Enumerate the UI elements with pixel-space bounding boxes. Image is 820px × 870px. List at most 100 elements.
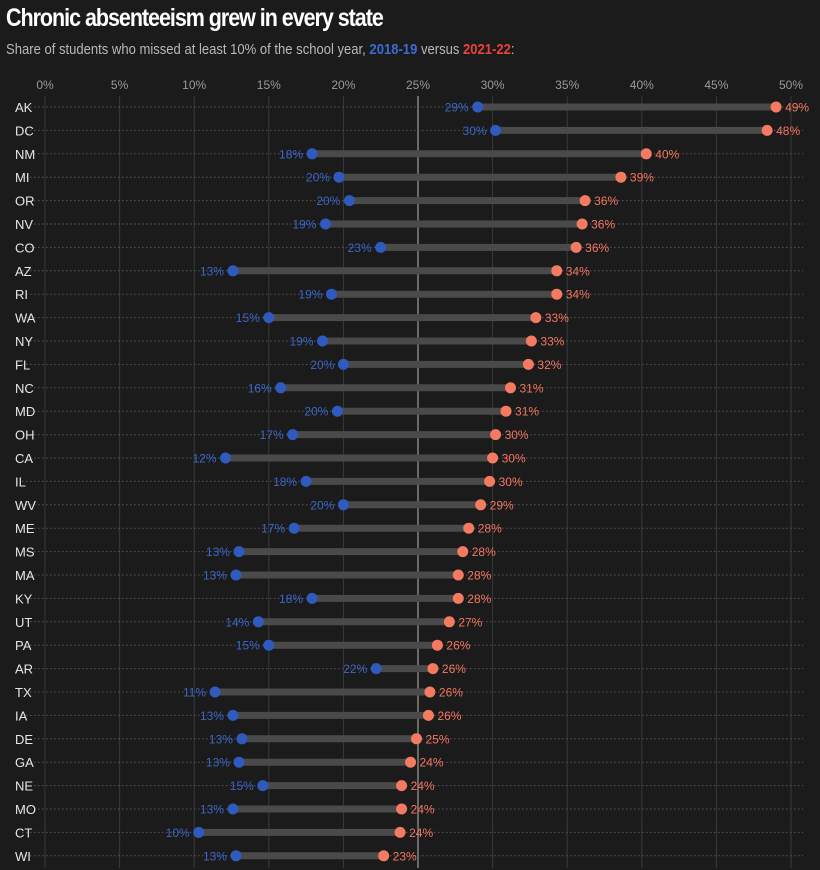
value-label-2021-22: 24% bbox=[409, 826, 433, 840]
value-label-2021-22: 39% bbox=[630, 171, 654, 185]
dot-2021-22 bbox=[570, 241, 582, 253]
row-az: AZ 13% 34% bbox=[15, 264, 803, 279]
chart-subtitle: Share of students who missed at least 10… bbox=[6, 42, 515, 58]
state-label: ME bbox=[15, 521, 35, 536]
state-label: MA bbox=[15, 568, 35, 583]
state-label: PA bbox=[15, 638, 32, 653]
state-label: MD bbox=[15, 404, 35, 419]
dot-2018-19 bbox=[287, 429, 299, 441]
dot-2021-22 bbox=[761, 124, 773, 136]
state-label: MS bbox=[15, 545, 35, 560]
state-label: AZ bbox=[15, 264, 32, 279]
dot-2018-19 bbox=[337, 358, 349, 370]
value-label-2018-19: 12% bbox=[193, 452, 217, 466]
value-label-2021-22: 32% bbox=[537, 358, 561, 372]
dot-2021-22 bbox=[452, 569, 464, 581]
row-ma: MA 13% 28% bbox=[15, 568, 803, 583]
dot-2021-22 bbox=[615, 171, 627, 183]
dot-2021-22 bbox=[431, 639, 443, 651]
row-ne: NE 15% 24% bbox=[15, 779, 803, 794]
state-label: NC bbox=[15, 381, 34, 396]
dot-2021-22 bbox=[427, 663, 439, 675]
row-pa: PA 15% 26% bbox=[15, 638, 803, 653]
value-label-2021-22: 36% bbox=[585, 241, 609, 255]
row-mi: MI 20% 39% bbox=[15, 170, 803, 185]
row-me: ME 17% 28% bbox=[15, 521, 803, 536]
dot-2018-19 bbox=[209, 686, 221, 698]
row-dc: DC 30% 48% bbox=[15, 123, 803, 138]
state-label: NE bbox=[15, 779, 33, 794]
row-ak: AK 29% 49% bbox=[15, 100, 809, 115]
dot-2021-22 bbox=[487, 452, 499, 464]
value-label-2018-19: 15% bbox=[236, 639, 260, 653]
value-label-2018-19: 14% bbox=[225, 615, 249, 629]
x-tick-label: 15% bbox=[257, 78, 281, 92]
dot-2018-19 bbox=[306, 592, 318, 604]
value-label-2021-22: 30% bbox=[502, 452, 526, 466]
state-label: KY bbox=[15, 591, 33, 606]
dot-2021-22 bbox=[490, 429, 502, 441]
value-label-2021-22: 48% bbox=[776, 124, 800, 138]
x-tick-label: 0% bbox=[36, 78, 54, 92]
row-ca: CA 12% 30% bbox=[15, 451, 803, 466]
state-label: NY bbox=[15, 334, 33, 349]
value-label-2021-22: 30% bbox=[499, 475, 523, 489]
value-label-2018-19: 20% bbox=[310, 498, 334, 512]
dot-2018-19 bbox=[227, 803, 239, 815]
value-label-2018-19: 13% bbox=[203, 849, 227, 863]
row-wa: WA 15% 33% bbox=[15, 311, 803, 326]
x-tick-label: 20% bbox=[331, 78, 355, 92]
value-label-2021-22: 26% bbox=[442, 662, 466, 676]
state-label: MO bbox=[15, 802, 36, 817]
value-label-2018-19: 29% bbox=[445, 101, 469, 115]
row-co: CO 23% 36% bbox=[15, 240, 803, 255]
value-label-2021-22: 26% bbox=[439, 686, 463, 700]
row-nv: NV 19% 36% bbox=[15, 217, 803, 232]
dot-2021-22 bbox=[411, 733, 423, 745]
dot-2018-19 bbox=[370, 663, 382, 675]
dot-2018-19 bbox=[343, 195, 355, 207]
value-label-2021-22: 34% bbox=[566, 264, 590, 278]
dot-2021-22 bbox=[475, 499, 487, 511]
value-label-2018-19: 19% bbox=[292, 218, 316, 232]
row-oh: OH 17% 30% bbox=[15, 428, 803, 443]
row-ri: RI 19% 34% bbox=[15, 287, 803, 302]
row-ia: IA 13% 26% bbox=[15, 708, 803, 723]
dot-2018-19 bbox=[263, 312, 275, 324]
dot-2021-22 bbox=[443, 616, 455, 628]
dot-2018-19 bbox=[319, 218, 331, 230]
state-label: GA bbox=[15, 755, 34, 770]
value-label-2018-19: 16% bbox=[248, 381, 272, 395]
state-label: DE bbox=[15, 732, 33, 747]
value-label-2021-22: 33% bbox=[545, 311, 569, 325]
value-label-2021-22: 34% bbox=[566, 288, 590, 302]
state-label: FL bbox=[15, 357, 30, 372]
value-label-2021-22: 30% bbox=[505, 428, 529, 442]
value-label-2021-22: 31% bbox=[520, 381, 544, 395]
dot-2018-19 bbox=[300, 475, 312, 487]
value-label-2021-22: 25% bbox=[426, 732, 450, 746]
dot-2021-22 bbox=[405, 756, 417, 768]
dot-2018-19 bbox=[375, 241, 387, 253]
value-label-2018-19: 17% bbox=[260, 428, 284, 442]
x-tick-label: 25% bbox=[406, 78, 430, 92]
dot-2021-22 bbox=[551, 265, 563, 277]
dot-2018-19 bbox=[331, 405, 343, 417]
value-label-2018-19: 13% bbox=[209, 732, 233, 746]
dot-2021-22 bbox=[378, 850, 390, 862]
value-label-2021-22: 28% bbox=[467, 569, 491, 583]
state-label: CO bbox=[15, 240, 35, 255]
value-label-2021-22: 23% bbox=[393, 849, 417, 863]
value-label-2021-22: 36% bbox=[594, 194, 618, 208]
dot-2018-19 bbox=[233, 546, 245, 558]
value-label-2021-22: 24% bbox=[411, 779, 435, 793]
state-label: NV bbox=[15, 217, 33, 232]
state-label: OH bbox=[15, 428, 35, 443]
dot-2018-19 bbox=[220, 452, 232, 464]
dot-2018-19 bbox=[317, 335, 329, 347]
x-tick-label: 40% bbox=[630, 78, 654, 92]
row-nc: NC 16% 31% bbox=[15, 381, 803, 396]
dot-2021-22 bbox=[396, 803, 408, 815]
state-label: WA bbox=[15, 311, 36, 326]
dot-2021-22 bbox=[505, 382, 517, 394]
